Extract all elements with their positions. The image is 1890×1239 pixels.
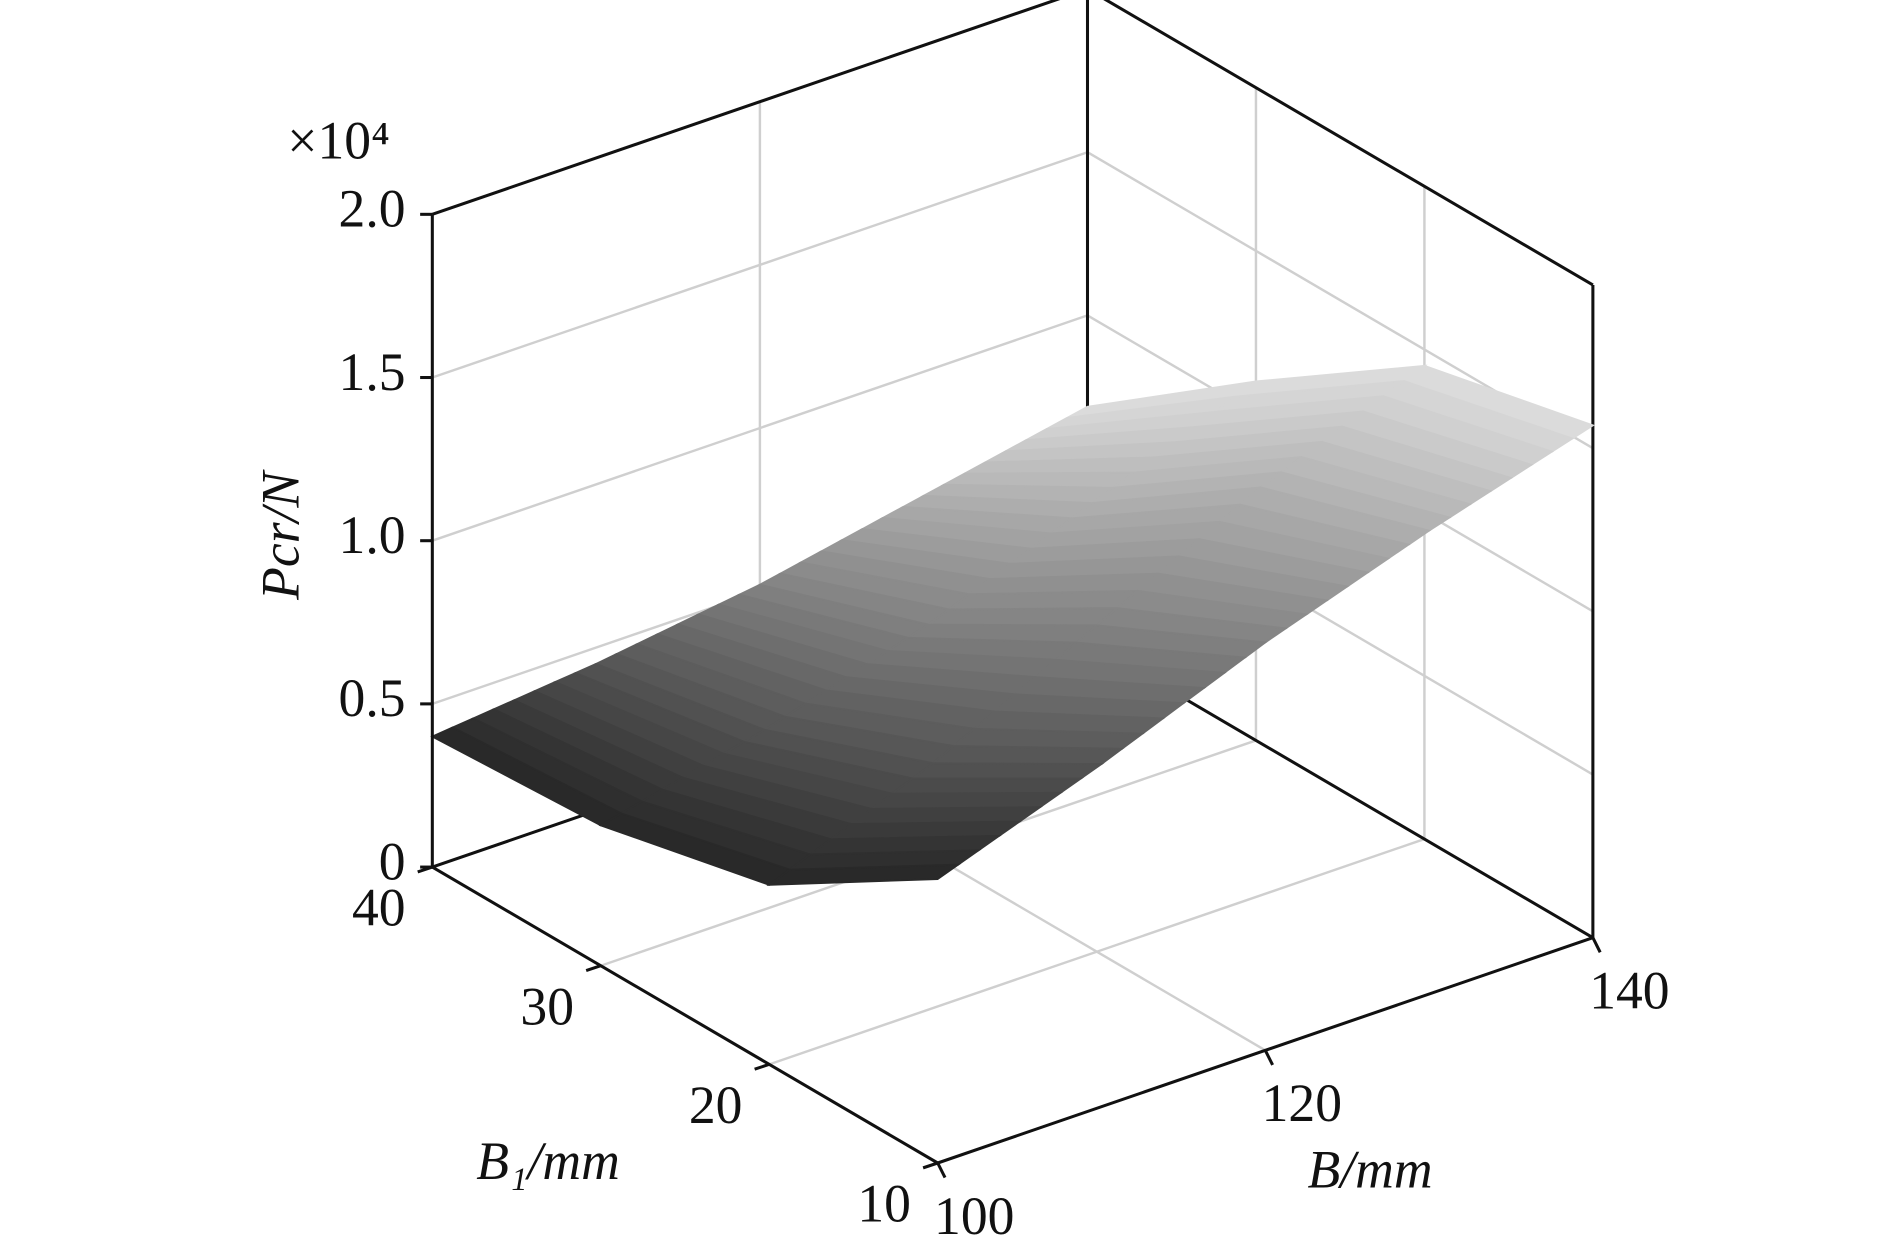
z-tick-label: 1.5 <box>339 342 406 402</box>
y-tick <box>585 964 602 973</box>
x-tick-label: 140 <box>1589 960 1669 1020</box>
z-multiplier: ×10⁴ <box>287 110 389 170</box>
z-tick-label: 2.0 <box>339 179 406 239</box>
axis-line <box>431 865 939 1165</box>
x-axis-label: B/mm <box>1308 1139 1433 1199</box>
x-tick-label: 100 <box>934 1186 1014 1239</box>
plot-area: 0 0.5 1.0 1.5 2.0 100 120 140 10 20 30 40 B₁/mm B/m… <box>250 0 1670 1239</box>
y-axis-label: B₁/mm <box>476 1131 620 1191</box>
surface-patch <box>930 745 1125 765</box>
y-tick <box>922 1161 939 1170</box>
surface-patch <box>766 863 962 886</box>
surface-patch <box>946 589 1141 611</box>
y-tick-label: 20 <box>689 1075 743 1135</box>
y-tick-label: 40 <box>352 878 406 938</box>
box-edge <box>431 0 1061 216</box>
y-tick <box>417 865 433 874</box>
z-tick-label: 0.5 <box>339 668 406 728</box>
z-axis-label: Pcr/N <box>250 469 310 601</box>
box-edge <box>1103 0 1594 287</box>
surface-patch <box>909 762 1105 780</box>
y-tick-label: 10 <box>857 1174 911 1234</box>
y-tick <box>754 1062 770 1071</box>
x-tick-label: 120 <box>1262 1073 1342 1133</box>
z-tick-label: 0 <box>379 831 406 891</box>
y-tick-label: 30 <box>520 976 574 1036</box>
x-tick <box>1263 1049 1274 1066</box>
grid-line <box>768 837 1425 1066</box>
z-tick-label: 1.0 <box>339 505 406 565</box>
front-layer: 0 0.5 1.0 1.5 2.0 100 120 140 10 20 30 40 <box>339 179 1670 1239</box>
surface-patch <box>925 607 1120 627</box>
x-tick <box>1591 937 1602 954</box>
surface <box>430 364 1595 886</box>
x-tick <box>936 1162 947 1179</box>
surface-patch <box>889 777 1084 795</box>
